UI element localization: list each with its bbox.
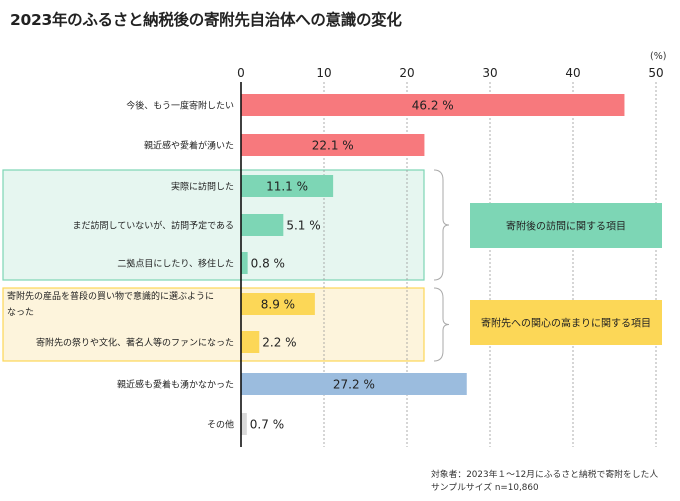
bar [241,331,260,353]
group-label-box [470,300,662,345]
labels-layer: 46.2 % 今後、もう一度寄附したい 22.1 % 親近感や愛着が湧いた 11.1 %… [7,99,454,432]
category-label: 寄附先の産品を普段の買い物で意識的に選ぶようになった [7,290,214,318]
category-label: 二拠点目にしたり、移住した [117,258,234,270]
data-label: 22.1 % [312,139,354,153]
x-tick-label: 50 [648,66,663,80]
category-label: その他 [207,419,234,431]
category-label: 親近感も愛着も湧かなかった [117,379,234,391]
data-label: 0.8 % [251,257,285,271]
footnote-sample: サンプルサイズ n=10,860 [431,483,539,493]
group-panel [2,169,425,281]
data-label: 2.2 % [262,336,296,350]
chart-title: 2023年のふるさと納税後の寄附先自治体への意識の変化 [10,11,402,29]
bar [241,175,334,197]
unit-label: (%) [650,51,667,62]
group-label: 寄附後の訪問に関する項目 [506,220,626,233]
category-label: まだ訪問していないが、訪問予定である [73,220,234,232]
group-panel [2,287,425,362]
x-tick-label: 0 [237,66,245,80]
bar [241,373,467,395]
data-label: 27.2 % [333,378,375,392]
group-label: 寄附先への関心の高まりに関する項目 [481,317,651,330]
data-label: 0.7 % [250,418,284,432]
bar [241,293,315,315]
x-tick-label: 10 [316,66,331,80]
x-tick-label: 40 [565,66,580,80]
x-tick-label: 20 [399,66,414,80]
group-layer [2,169,425,362]
x-tick-label: 30 [482,66,497,80]
data-label: 11.1 % [266,180,308,194]
category-label: 今後、もう一度寄附したい [126,100,234,112]
data-label: 46.2 % [412,99,454,113]
bar [241,94,625,116]
data-label: 8.9 % [261,298,295,312]
category-label: 親近感や愛着が湧いた [144,140,234,152]
group-bracket [433,169,450,281]
bar [241,252,248,274]
category-label: 寄附先の祭りや文化、著名人等のファンになった [36,337,234,349]
category-label: 実際に訪問した [171,181,234,193]
bar [241,134,425,156]
data-label: 5.1 % [286,219,320,233]
bar [241,413,247,435]
group-bracket [433,287,450,362]
bars-layer [241,94,625,435]
footnote-target: 対象者：2023年１～12月にふるさと納税で寄附をした人 [431,470,659,480]
group-label-box [470,203,662,248]
bar [241,214,284,236]
